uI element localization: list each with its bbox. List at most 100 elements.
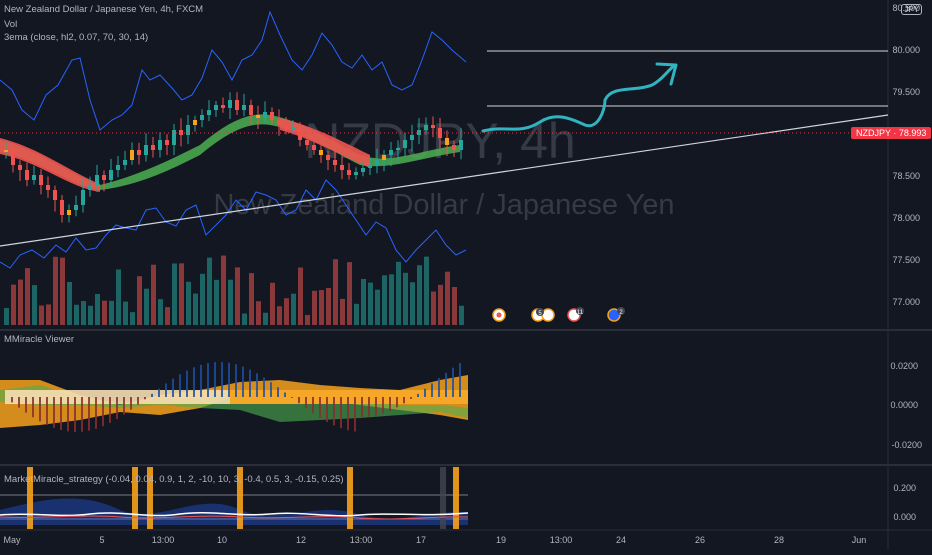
volume-bar (291, 293, 296, 325)
histogram-bar (214, 362, 216, 397)
candle-body (207, 110, 211, 115)
time-tick: 13:00 (350, 535, 373, 545)
volume-bar (242, 313, 247, 325)
indicator2-axis[interactable]: 0.200 0.000 (893, 483, 916, 522)
candle-body (375, 160, 379, 165)
ema-ribbon-red (0, 138, 100, 192)
histogram-bar (305, 397, 307, 409)
volume-bar (445, 271, 450, 325)
volume-bar (18, 279, 23, 325)
candle-body (256, 115, 260, 118)
volume-bar (81, 301, 86, 325)
event-count: 11 (577, 310, 584, 316)
ema-ribbon-red (280, 118, 370, 168)
price-tick: 77.000 (892, 297, 920, 307)
volume-bar (347, 262, 352, 325)
histogram-bar (452, 367, 454, 397)
histogram-bar (410, 397, 412, 399)
volume-bar (312, 290, 317, 325)
histogram-bar (95, 397, 97, 429)
volume-bar (46, 304, 51, 325)
histogram-bar (186, 370, 188, 397)
indicator2-label[interactable]: MarketMiracle_strategy (-0.04, 0.04, 0.9… (4, 474, 344, 485)
indicator2-tick: 0.200 (893, 483, 916, 493)
candle-body (123, 160, 127, 165)
candle-body (277, 120, 281, 125)
ema-label[interactable]: 3ema (close, hl2, 0.07, 70, 30, 14) (4, 32, 149, 43)
signal-bar (27, 467, 33, 529)
currency-badge[interactable]: JPY (901, 4, 922, 15)
histogram-bar (242, 366, 244, 397)
volume-bar (207, 257, 212, 325)
mmiracle-viewer-pane[interactable] (0, 362, 468, 432)
histogram-bar (256, 373, 258, 397)
candle-body (270, 112, 274, 120)
histogram-bar (60, 397, 62, 430)
candle-body (340, 165, 344, 170)
chart-title[interactable]: New Zealand Dollar / Japanese Yen, 4h, F… (4, 4, 204, 15)
candle-body (214, 105, 218, 110)
price-tick: 78.000 (892, 213, 920, 223)
volume-bar (158, 299, 163, 325)
histogram-bars (11, 362, 461, 432)
event-count-bubble (576, 307, 584, 315)
candle-body (81, 190, 85, 205)
volume-bar (25, 268, 30, 325)
volume-bar (354, 303, 359, 325)
ascending-trendline[interactable] (0, 114, 889, 247)
volume-bar (137, 276, 142, 325)
volume-bar (60, 257, 65, 325)
candle-body (165, 140, 169, 145)
histogram-bar (298, 397, 300, 404)
histogram-bar (249, 369, 251, 397)
candle-body (382, 155, 386, 160)
orange-cloud (0, 375, 468, 428)
histogram-bar (221, 362, 223, 397)
histogram-bar (403, 397, 405, 404)
volume-bar (452, 286, 457, 325)
signal-bars (27, 467, 459, 529)
volume-bar (361, 278, 366, 325)
projection-path[interactable] (481, 64, 676, 133)
indicator1-label[interactable]: MMiracle Viewer (4, 334, 75, 345)
candle-body (333, 160, 337, 165)
strategy-pane[interactable] (0, 467, 469, 529)
histogram-bar (88, 397, 90, 431)
candle-body (305, 140, 309, 145)
time-axis[interactable]: May 5 13:00 10 12 13:00 17 19 13:00 24 2… (3, 535, 866, 545)
candle-body (361, 168, 365, 172)
volume-bar (249, 273, 254, 325)
histogram-bar (368, 397, 370, 417)
volume-label[interactable]: Vol (4, 19, 18, 30)
candle-body (95, 175, 99, 185)
event-icon[interactable] (607, 308, 621, 322)
watermark-name: New Zealand Dollar / Japanese Yen (213, 189, 674, 221)
white-signal-line (0, 512, 469, 517)
histogram-bar (312, 397, 314, 414)
candle-body (298, 128, 302, 140)
volume-bar (368, 282, 373, 325)
histogram-bar (354, 397, 356, 432)
indicator1-axis[interactable]: 0.0200 0.0000 -0.0200 (890, 361, 922, 450)
volume-bar (298, 267, 303, 325)
histogram-bar (333, 397, 335, 426)
event-badge-group[interactable]: 5 11 2 (492, 307, 625, 322)
volume-bar (172, 263, 177, 325)
indicator1-tick: 0.0200 (890, 361, 918, 371)
histogram-bar (417, 393, 419, 397)
price-axis[interactable]: 80.500 80.000 79.500 78.500 78.000 77.50… (892, 3, 920, 307)
histogram-bar (228, 362, 230, 397)
candle-body (102, 175, 106, 180)
price-tick: 77.500 (892, 255, 920, 265)
histogram-bar (207, 363, 209, 397)
volume-bar (214, 279, 219, 325)
histogram-bar (382, 397, 384, 414)
volume-bar (53, 256, 58, 325)
volume-bar (221, 255, 226, 325)
histogram-bar (263, 377, 265, 397)
plot-background (0, 0, 888, 550)
candle-body (347, 170, 351, 175)
volume-bar (459, 305, 464, 325)
